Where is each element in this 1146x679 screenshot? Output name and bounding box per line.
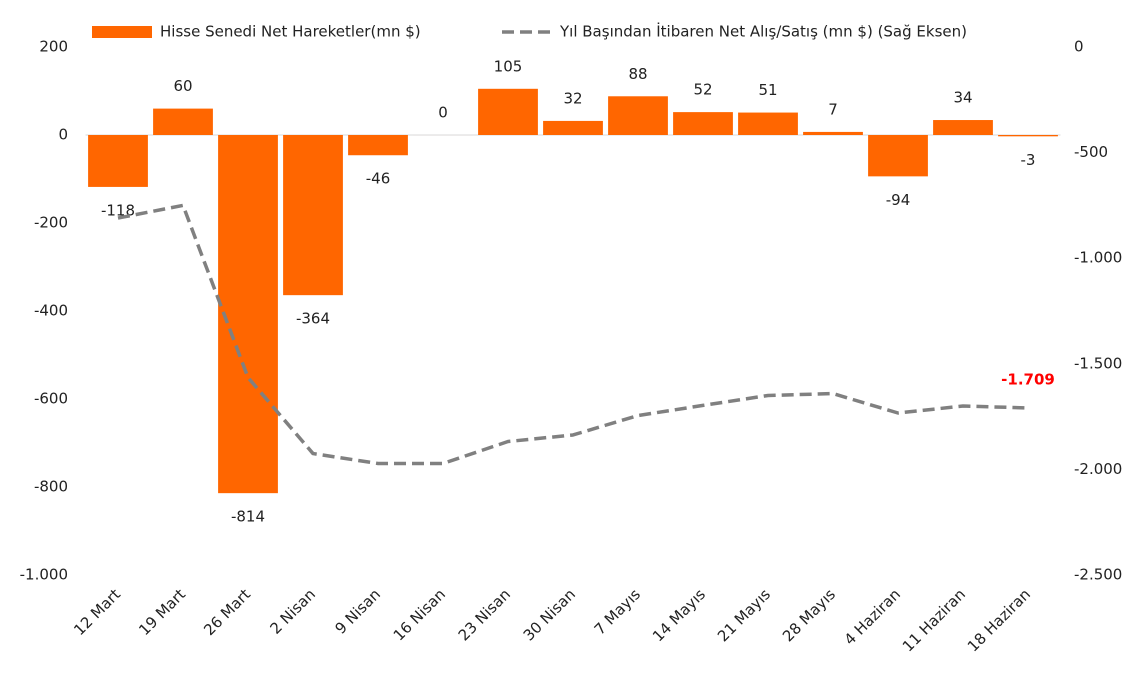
bar bbox=[153, 109, 213, 135]
bar bbox=[803, 132, 863, 135]
x-tick-label: 14 Mayıs bbox=[649, 585, 709, 645]
y2-tick-label: -1.500 bbox=[1074, 354, 1122, 372]
bar bbox=[738, 113, 798, 135]
data-label: -94 bbox=[886, 191, 911, 209]
y-tick-label: -400 bbox=[34, 302, 68, 320]
y-tick-label: -200 bbox=[34, 214, 68, 232]
x-tick-label: 30 Nisan bbox=[520, 585, 579, 644]
x-tick-label: 26 Mart bbox=[200, 585, 254, 639]
x-tick-label: 11 Haziran bbox=[899, 585, 969, 655]
x-tick-label: 21 Mayıs bbox=[714, 585, 774, 645]
x-tick-label: 18 Haziran bbox=[964, 585, 1034, 655]
x-tick-label: 9 Nisan bbox=[332, 585, 384, 637]
data-label: 52 bbox=[693, 81, 712, 99]
bar bbox=[218, 135, 278, 493]
y2-tick-label: -2.000 bbox=[1074, 460, 1122, 478]
data-label: 7 bbox=[828, 100, 838, 118]
y-tick-label: 200 bbox=[39, 38, 68, 56]
y2-tick-label: -2.500 bbox=[1074, 566, 1122, 584]
y-tick-label: -800 bbox=[34, 478, 68, 496]
data-label: 0 bbox=[438, 104, 448, 122]
bar bbox=[88, 135, 148, 187]
data-label: -3 bbox=[1021, 151, 1036, 169]
bar bbox=[348, 135, 408, 155]
data-label: -46 bbox=[366, 170, 391, 188]
y2-tick-label: -1.000 bbox=[1074, 249, 1122, 267]
x-tick-label: 7 Mayıs bbox=[591, 585, 644, 638]
x-tick-label: 12 Mart bbox=[70, 585, 124, 639]
data-label: 105 bbox=[494, 57, 523, 75]
y2-tick-label: -500 bbox=[1074, 143, 1108, 161]
x-tick-label: 4 Haziran bbox=[841, 585, 904, 648]
data-label: 34 bbox=[953, 89, 972, 107]
y2-tick-label: 0 bbox=[1074, 38, 1084, 56]
x-tick-label: 19 Mart bbox=[135, 585, 189, 639]
bar bbox=[998, 135, 1058, 136]
x-tick-label: 23 Nisan bbox=[455, 585, 514, 644]
y-tick-label: -600 bbox=[34, 390, 68, 408]
data-label: 51 bbox=[758, 81, 777, 99]
x-tick-label: 28 Mayıs bbox=[779, 585, 839, 645]
bar bbox=[933, 120, 993, 135]
y-tick-label: -1.000 bbox=[20, 566, 68, 584]
data-label: 32 bbox=[563, 89, 582, 107]
data-label: 60 bbox=[173, 77, 192, 95]
data-label: -364 bbox=[296, 310, 330, 328]
bar bbox=[478, 89, 538, 135]
x-tick-label: 2 Nisan bbox=[267, 585, 319, 637]
data-label: -814 bbox=[231, 508, 265, 526]
x-tick-label: 16 Nisan bbox=[390, 585, 449, 644]
bar bbox=[868, 135, 928, 176]
bar bbox=[543, 121, 603, 135]
bar bbox=[673, 112, 733, 135]
bar bbox=[283, 135, 343, 295]
legend-swatch bbox=[92, 26, 152, 38]
data-label: -1.709 bbox=[1001, 370, 1055, 388]
data-label: 88 bbox=[628, 65, 647, 83]
y-tick-label: 0 bbox=[58, 126, 68, 144]
legend-label: Yıl Başından İtibaren Net Alış/Satış (mn… bbox=[559, 22, 967, 41]
bar bbox=[608, 96, 668, 135]
legend-label: Hisse Senedi Net Hareketler(mn $) bbox=[160, 23, 421, 41]
